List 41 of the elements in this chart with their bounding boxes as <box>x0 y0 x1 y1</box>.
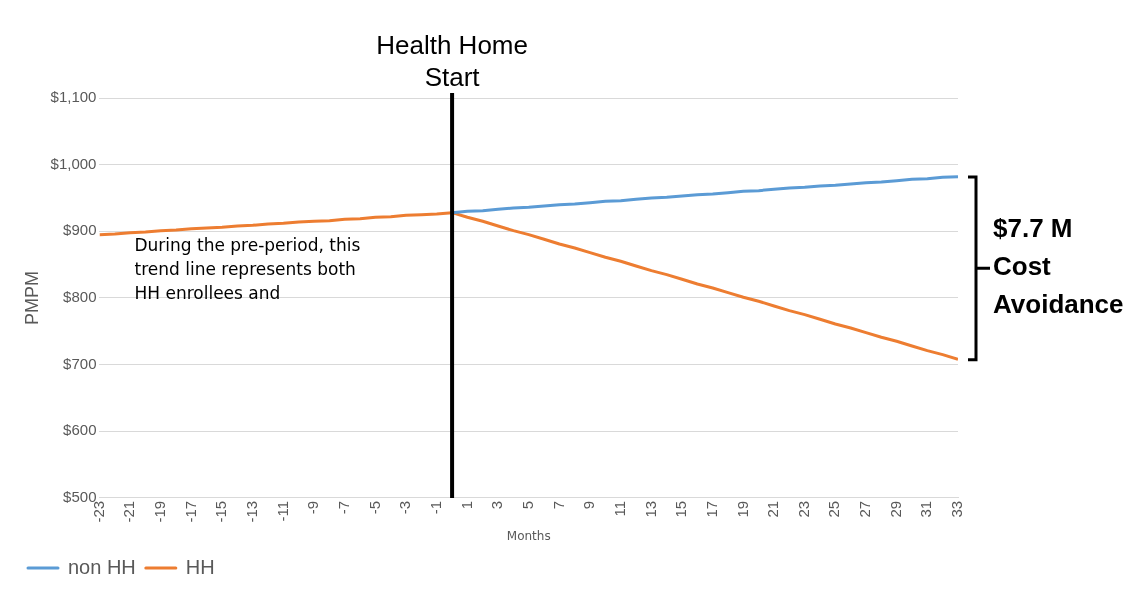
x-tick-label: -1 <box>426 500 444 515</box>
legend-label: HH <box>185 555 215 578</box>
x-tick-label: -5 <box>365 500 383 515</box>
x-tick-label: 1 <box>457 500 475 510</box>
x-tick-label: 11 <box>610 500 628 517</box>
y-tick-label: $1,000 <box>50 154 97 172</box>
x-tick-label: 3 <box>488 500 506 510</box>
annotation: During the pre-period, this trend line represents both HH enrollees and <box>134 234 361 303</box>
x-tick-label: 15 <box>672 500 690 518</box>
x-tick-label: 23 <box>794 500 812 518</box>
x-tick-label: 7 <box>549 500 567 510</box>
y-tick-label: $1,100 <box>50 88 97 106</box>
y-axis-title: PMPM <box>21 270 42 325</box>
x-tick-label: -3 <box>396 500 414 515</box>
x-tick-label: -15 <box>212 500 230 523</box>
x-tick-label: -13 <box>242 500 260 523</box>
x-tick-label: 33 <box>948 500 966 518</box>
x-tick-label: 13 <box>641 500 659 518</box>
x-tick-label: 19 <box>733 500 751 518</box>
x-tick-label: -21 <box>120 500 138 523</box>
x-tick-label: 29 <box>886 500 904 518</box>
legend-label: non HH <box>68 555 136 578</box>
y-tick-label: $800 <box>63 288 97 306</box>
x-tick-label: 5 <box>518 500 536 510</box>
text: $7.7 M Cost Avoidance <box>993 213 1124 320</box>
x-tick-label: 9 <box>580 500 598 510</box>
x-tick-label: 25 <box>825 500 843 518</box>
x-tick-label: -9 <box>304 500 322 515</box>
x-tick-label: 31 <box>917 500 935 518</box>
x-axis-title: Months <box>506 528 551 543</box>
x-tick-label: 27 <box>856 500 874 518</box>
x-tick-label: 21 <box>764 500 782 518</box>
x-tick-label: -17 <box>181 500 199 523</box>
y-tick-label: $700 <box>63 354 97 372</box>
x-tick-label: -19 <box>150 500 168 523</box>
x-tick-label: 17 <box>702 500 720 518</box>
ref-line-label: Health Home Start <box>376 30 528 92</box>
y-tick-label: $600 <box>63 421 97 439</box>
y-tick-label: $900 <box>63 221 97 239</box>
x-tick-label: -7 <box>334 500 352 515</box>
x-tick-label: -11 <box>273 500 291 522</box>
